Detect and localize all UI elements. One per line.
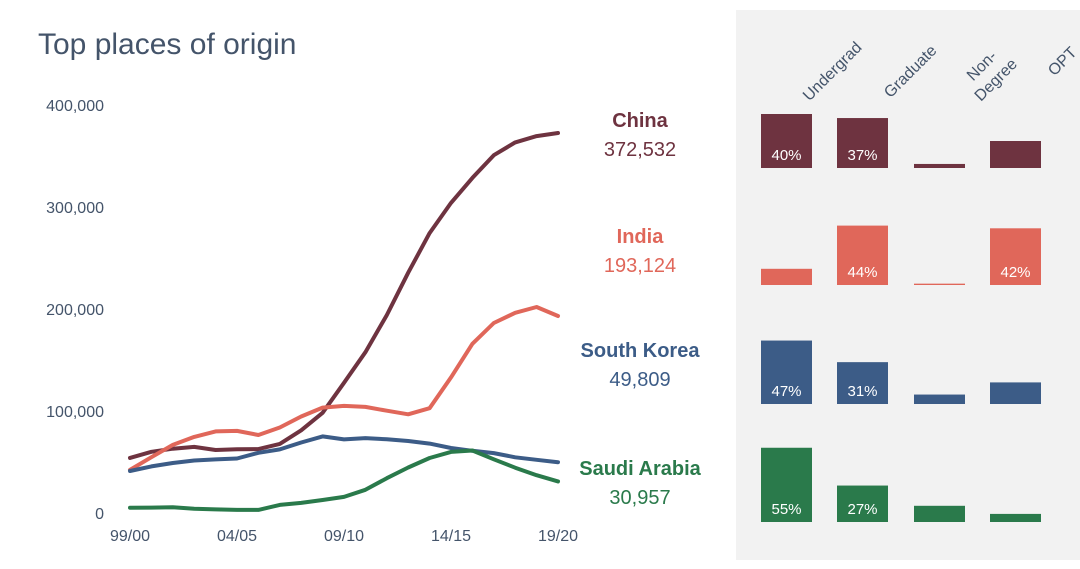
breakdown-bar [990, 228, 1041, 285]
country-total: 372,532 [603, 139, 677, 161]
breakdown-bar [837, 362, 888, 404]
category-header: Undergrad [800, 39, 865, 104]
country-label-india: India 193,124 [575, 226, 705, 278]
bar-value-label: 55% [771, 501, 801, 518]
country-label-south-korea: South Korea 49,809 [570, 340, 710, 392]
bar-value-label: 37% [847, 147, 877, 164]
series-line-south-korea [128, 434, 560, 473]
breakdown-bar [990, 513, 1041, 522]
bar-value-label: 40% [771, 147, 801, 164]
series-line-china [128, 131, 560, 460]
category-header: Graduate [881, 42, 940, 101]
country-total: 30,957 [609, 487, 671, 509]
series-line-india [128, 305, 560, 472]
breakdown-bar [914, 283, 965, 285]
breakdown-bar [761, 447, 812, 522]
country-name: India [616, 226, 664, 248]
country-label-china: China 372,532 [575, 110, 705, 162]
bar-value-label: 31% [847, 383, 877, 400]
country-name: Saudi Arabia [579, 458, 701, 480]
breakdown-bar [990, 382, 1041, 404]
breakdown-bar [914, 505, 965, 522]
x-tick-label: 19/20 [538, 528, 578, 545]
breakdown-bar [837, 225, 888, 285]
category-header: OPT [1045, 44, 1080, 79]
y-tick-label: 400,000 [46, 98, 104, 115]
x-tick-label: 14/15 [431, 528, 471, 545]
y-tick-label: 200,000 [46, 302, 104, 319]
breakdown-panel: Undergrad Graduate Non-Degree OPT 40% 37% 44% 4… [736, 10, 1080, 560]
x-tick-label: 99/00 [110, 528, 150, 545]
series-line-saudi-arabia [128, 448, 560, 512]
bar-value-label: 47% [771, 383, 801, 400]
x-tick-label: 04/05 [217, 528, 257, 545]
y-tick-label: 300,000 [46, 200, 104, 217]
breakdown-bar [914, 163, 965, 168]
breakdown-bar [914, 394, 965, 404]
category-header: Non-Degree [958, 42, 1021, 105]
country-label-saudi-arabia: Saudi Arabia 30,957 [570, 458, 710, 510]
breakdown-bar [761, 268, 812, 285]
breakdown-bar [761, 114, 812, 168]
breakdown-bar [761, 340, 812, 404]
country-name: China [612, 110, 668, 132]
line-chart: 0 100,000 200,000 300,000 400,000 99/00 04/05 0… [46, 98, 578, 545]
country-name: South Korea [580, 340, 700, 362]
country-total: 193,124 [603, 255, 677, 277]
country-total: 49,809 [609, 369, 671, 391]
breakdown-bars: Undergrad Graduate Non-Degree OPT 40% 37% 44% 4… [761, 39, 1080, 522]
y-tick-label: 0 [95, 506, 104, 523]
breakdown-bar [990, 141, 1041, 168]
breakdown-bar [837, 485, 888, 522]
bar-value-label: 27% [847, 501, 877, 518]
x-tick-label: 09/10 [324, 528, 364, 545]
bar-value-label: 42% [1000, 264, 1030, 281]
y-tick-label: 100,000 [46, 404, 104, 421]
breakdown-bar [837, 118, 888, 168]
chart-title: Top places of origin [38, 28, 297, 61]
bar-value-label: 44% [847, 264, 877, 281]
